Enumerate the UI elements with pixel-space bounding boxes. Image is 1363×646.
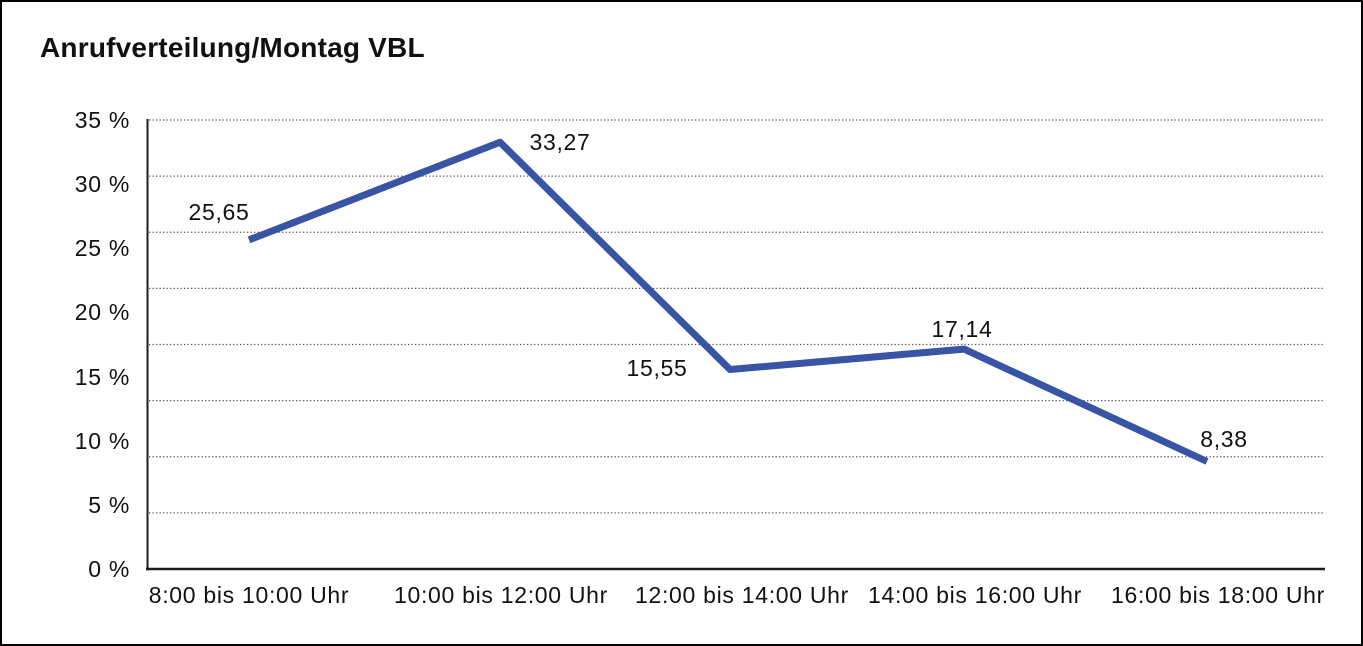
y-tick-label: 15 % (74, 363, 130, 390)
x-tick-label: 10:00 bis 12:00 Uhr (393, 582, 609, 608)
x-tick-label: 16:00 bis 18:00 Uhr (1110, 582, 1326, 608)
y-tick-label: 30 % (74, 171, 130, 198)
data-point-label: 8,38 (1200, 426, 1248, 452)
x-tick-label: 12:00 bis 14:00 Uhr (634, 582, 850, 608)
data-point-label: 25,65 (188, 199, 250, 225)
data-point-label: 15,55 (626, 355, 688, 381)
x-tick-label: 14:00 bis 16:00 Uhr (867, 582, 1083, 608)
chart-title: Anrufverteilung/Montag VBL (40, 32, 425, 63)
x-tick-label: 8:00 bis 10:00 Uhr (148, 582, 350, 608)
y-tick-label: 20 % (74, 299, 130, 326)
y-tick-label: 35 % (74, 107, 130, 133)
data-point-label: 33,27 (529, 129, 591, 155)
y-tick-label: 25 % (74, 235, 130, 262)
series-line (247, 138, 1209, 465)
y-tick-label: 0 % (88, 556, 130, 582)
y-tick-label: 5 % (88, 491, 130, 518)
data-point-label: 17,14 (931, 316, 993, 342)
y-tick-label: 10 % (74, 427, 130, 454)
